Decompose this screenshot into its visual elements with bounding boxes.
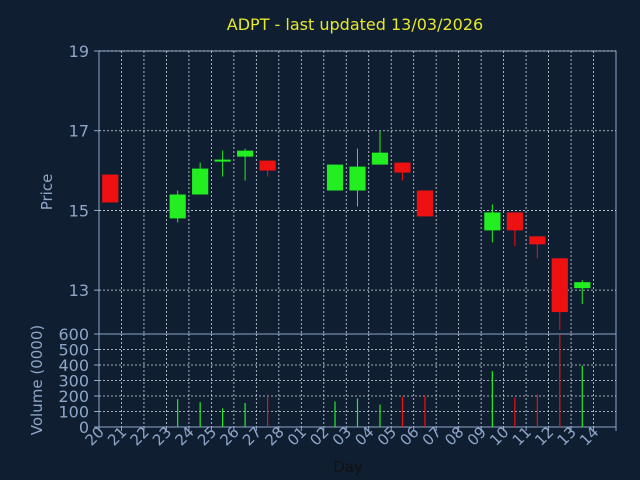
candle-body bbox=[169, 194, 186, 219]
candle-body bbox=[237, 150, 254, 157]
volume-axis-label: Volume (0000) bbox=[28, 325, 46, 435]
candle-body bbox=[259, 160, 276, 171]
price-tick-label: 19 bbox=[69, 42, 89, 61]
candle-body bbox=[102, 174, 119, 203]
x-axis-label: Day bbox=[333, 458, 363, 476]
price-tick-label: 15 bbox=[69, 201, 89, 220]
candle-body bbox=[529, 236, 546, 245]
price-tick-label: 17 bbox=[69, 122, 89, 141]
candle-body bbox=[394, 162, 411, 173]
volume-tick-label: 500 bbox=[58, 341, 89, 360]
price-panel: 13 15 17 19 bbox=[69, 42, 617, 335]
price-axis-label: Price bbox=[38, 174, 56, 211]
volume-tick-label: 200 bbox=[58, 387, 89, 406]
volume-tick-label: 600 bbox=[58, 325, 89, 344]
candle-body bbox=[506, 212, 523, 231]
candle-body bbox=[416, 190, 434, 217]
candle-body bbox=[349, 166, 366, 191]
volume-tick-label: 300 bbox=[58, 372, 89, 391]
candle-body bbox=[574, 282, 591, 289]
candle-body bbox=[214, 159, 231, 162]
price-tick-label: 13 bbox=[69, 281, 89, 300]
chart-title: ADPT - last updated 13/03/2026 bbox=[227, 15, 483, 34]
candle-body bbox=[192, 168, 209, 195]
candle-body bbox=[371, 152, 389, 165]
volume-tick-label: 400 bbox=[58, 356, 89, 375]
candle-body bbox=[484, 212, 501, 231]
volume-tick-label: 0 bbox=[79, 418, 89, 437]
candle-body bbox=[551, 258, 568, 313]
volume-tick-label: 100 bbox=[58, 403, 89, 422]
candle-body bbox=[326, 164, 344, 191]
